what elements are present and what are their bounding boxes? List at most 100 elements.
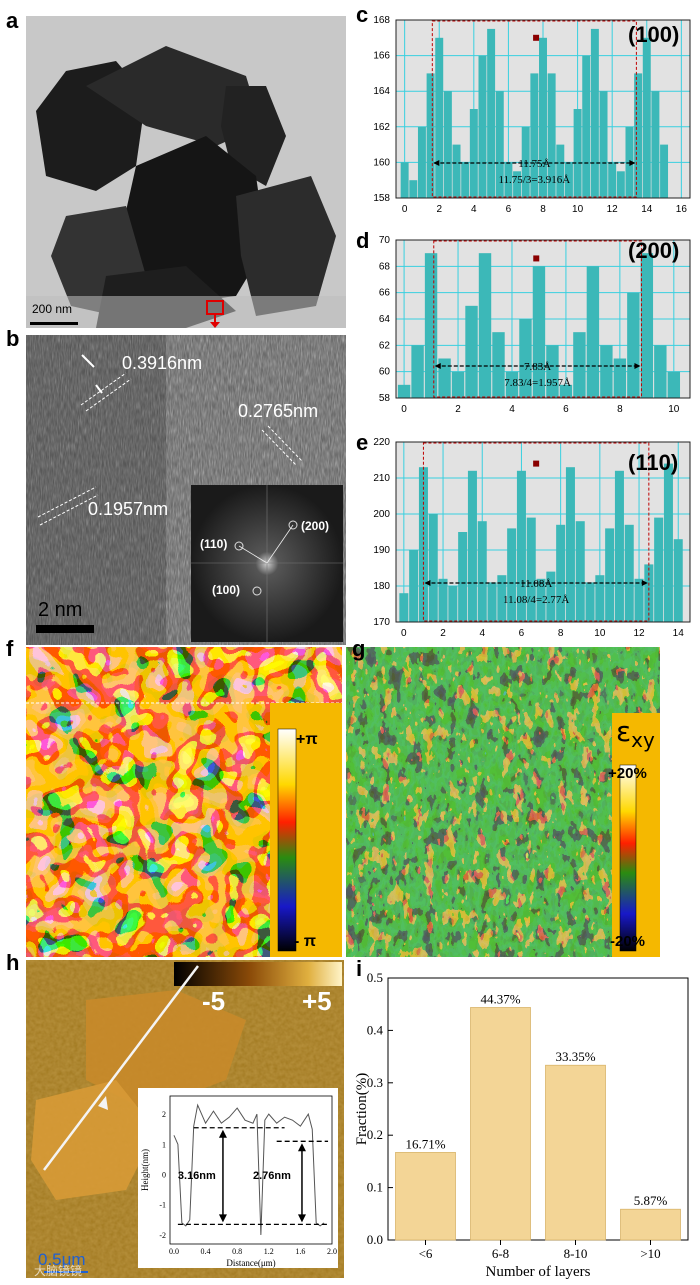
plane-label-100: (100) <box>628 22 680 47</box>
histogram-bar <box>564 162 573 198</box>
afm-scale-min: -5 <box>202 986 226 1016</box>
selection-box <box>431 20 637 198</box>
x-tick-label: 1.6 <box>295 1247 305 1256</box>
inset-background <box>138 1088 338 1268</box>
histogram-bar <box>409 180 418 198</box>
histogram-bar <box>556 144 565 198</box>
x-tick-label: 8 <box>617 404 623 415</box>
x-tick-label: 4 <box>471 204 477 214</box>
cursor-marker <box>533 460 540 467</box>
histogram-bar <box>546 345 559 398</box>
histogram-bar <box>547 73 556 198</box>
histogram-bar <box>507 528 517 622</box>
y-tick-label: 66 <box>379 288 391 299</box>
histogram-bar <box>608 162 617 198</box>
fft-label-200: (200) <box>301 519 330 533</box>
y-tick-label: 210 <box>373 473 390 484</box>
span-label: 11.75Å <box>518 158 550 170</box>
histogram-bar <box>451 371 465 398</box>
x-tick-label: 12 <box>633 628 645 639</box>
profile-chart-110: 0 2 4 6 8 10 12 14 170 180 190 200 210 220 11.08Å 11.08… <box>373 437 691 639</box>
y-tick-label: 60 <box>379 367 391 378</box>
y-tick-label: 0 <box>162 1171 166 1180</box>
histogram-bar <box>546 571 556 622</box>
plot-frame <box>395 19 691 199</box>
y-tick-label: 0.2 <box>367 1127 383 1142</box>
histogram-bar <box>634 73 643 198</box>
x-tick-label: 2 <box>455 404 461 415</box>
histogram-bar <box>620 1208 681 1241</box>
histogram-bar <box>616 171 625 198</box>
step-arrow-head <box>297 1214 306 1223</box>
histogram-bar <box>651 91 660 198</box>
histogram-bar <box>565 467 575 622</box>
strain-colorbar-top: +20% <box>608 765 647 782</box>
histogram-bar <box>530 73 539 198</box>
histogram-bar <box>526 517 536 622</box>
arrow-head-right <box>634 363 641 369</box>
selection-box <box>422 442 650 622</box>
x-tick-label: 6 <box>506 204 512 214</box>
strain-subscript: xy <box>631 728 655 752</box>
histogram-bar <box>505 371 519 398</box>
y-tick-label: 1 <box>162 1140 166 1149</box>
x-tick-label: 4 <box>479 628 485 639</box>
y-tick-label: 0.4 <box>367 1022 384 1037</box>
afm-scale-max: +5 <box>302 986 332 1016</box>
y-tick-label: 2 <box>162 1110 166 1119</box>
histogram-bar <box>660 144 669 198</box>
x-tick-label: 14 <box>641 204 653 214</box>
y-tick-label: 162 <box>373 122 390 133</box>
histogram-bar <box>435 37 444 198</box>
histogram-bar <box>539 37 547 198</box>
panel-a-scalebar-label: 200 nm <box>32 302 73 316</box>
histogram-bar <box>575 521 585 622</box>
step-label-1: 3.16nm <box>178 1170 216 1182</box>
x-tick-label: 16 <box>676 204 688 214</box>
panel-g-label: g <box>352 636 366 661</box>
histogram-bar <box>492 332 505 398</box>
histogram-bar <box>532 266 546 398</box>
histogram-bar <box>470 1007 531 1241</box>
panel-a-label: a <box>6 8 19 33</box>
strain-colorbar-bottom: -20% <box>610 933 646 950</box>
histogram-bar <box>634 578 644 622</box>
histogram-bar <box>627 292 640 398</box>
x-tick-label: 10 <box>594 628 606 639</box>
selection-box <box>433 240 642 398</box>
y-tick-label: 164 <box>373 86 390 97</box>
x-tick-label: <6 <box>419 1246 433 1261</box>
histogram-bar <box>426 73 435 198</box>
watermark: 大脑镜镜 <box>34 1264 83 1278</box>
y-tick-label: 160 <box>373 157 390 168</box>
height-profile-inset: 0.0 0.4 0.8 1.2 1.6 2.0 -2 -1 0 1 2 3.16nm 2.76nm Dis… <box>138 1088 338 1268</box>
histogram-bar <box>654 345 667 398</box>
y-tick-label: 0.3 <box>367 1075 383 1090</box>
bar-value-label: 16.71% <box>405 1136 445 1151</box>
histogram-bar <box>477 521 487 622</box>
histogram-bar <box>585 582 595 622</box>
x-tick-label: 6 <box>519 628 525 639</box>
fft-label-100: (100) <box>212 583 241 597</box>
step-arrow-head <box>297 1143 306 1152</box>
span-label: 11.08Å <box>520 578 552 590</box>
profile-chart-100: 0 2 4 6 8 10 12 14 16 158 160 162 164 166 168 11.75Å 11.… <box>373 15 691 215</box>
hrtem-micrograph <box>26 335 346 645</box>
histogram-bar <box>478 253 492 398</box>
histogram-bar <box>624 524 634 622</box>
strain-map-image <box>346 647 660 957</box>
x-tick-label: >10 <box>640 1246 660 1261</box>
strain-colorbar-title: εxy <box>616 715 655 752</box>
y-tick-label: 58 <box>379 393 391 404</box>
plane-label-110: (110) <box>628 450 679 475</box>
x-tick-label: 12 <box>607 204 619 214</box>
histogram-bar <box>399 593 409 622</box>
histogram-bar <box>467 470 477 622</box>
plane-label-200: (200) <box>628 238 680 263</box>
x-tick-label: 4 <box>509 404 515 415</box>
panel-a-tem-image: 200 nm <box>26 16 346 328</box>
y-tick-label: 190 <box>373 545 390 556</box>
histogram-bar <box>400 162 409 198</box>
x-tick-label: 10 <box>572 204 584 214</box>
